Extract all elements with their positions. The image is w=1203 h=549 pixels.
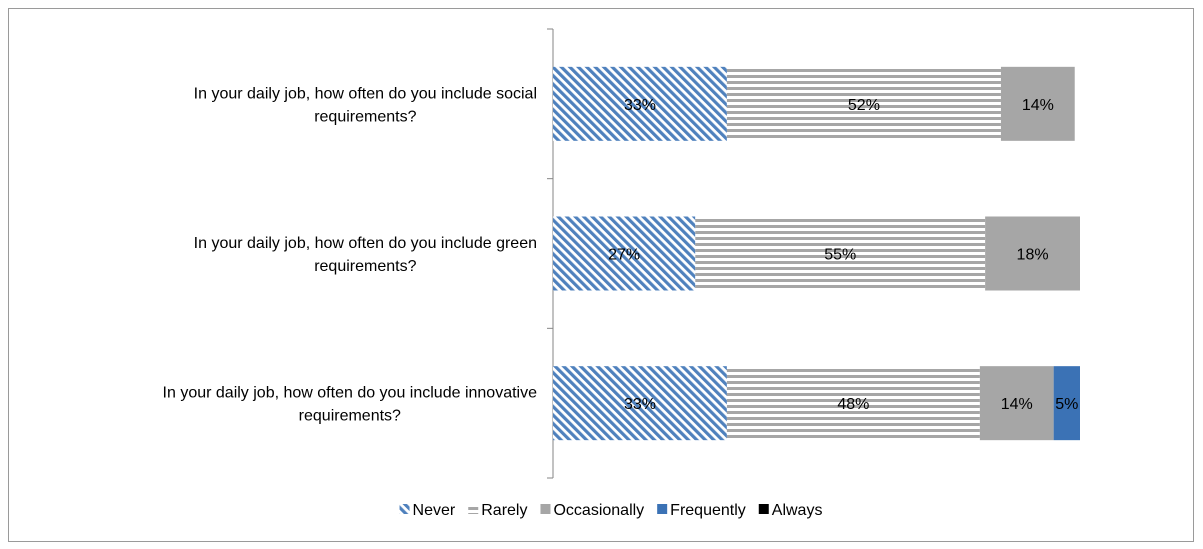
category-label-line: In your daily job, how often do you incl… [194, 85, 537, 102]
bar-segment-never [553, 366, 727, 441]
data-label: 27% [608, 247, 640, 264]
data-label: 33% [624, 396, 656, 413]
data-label: 52% [848, 97, 880, 114]
bar-segment-never [553, 216, 696, 291]
chart-frame: 33% 52% 14% 27% 55% 18% 33% 48% 14% 5% In your da… [8, 8, 1194, 542]
legend-label: Occasionally [553, 502, 644, 519]
data-label: 14% [1001, 396, 1033, 413]
legend-item-rarely: Rarely [468, 502, 527, 519]
data-label: 33% [624, 97, 656, 114]
legend-swatch [540, 504, 551, 514]
bar-segment-rarely [726, 366, 980, 441]
axis-layer [547, 28, 554, 479]
category-label-line: In your daily job, how often do you incl… [194, 235, 537, 252]
categories-layer: In your daily job, how often do you incl… [163, 85, 538, 424]
legend-label: Rarely [481, 502, 527, 519]
data-label: 14% [1022, 97, 1054, 114]
legend-swatch [657, 504, 668, 514]
stacked-bar-chart: 33% 52% 14% 27% 55% 18% 33% 48% 14% 5% In your da… [163, 28, 1080, 519]
legend-swatch [758, 504, 769, 514]
legend-item-always: Always [758, 502, 823, 519]
legend-item-never: Never [399, 502, 456, 519]
labels-layer: 33% 52% 14% 27% 55% 18% 33% 48% 14% 5% [608, 97, 1078, 413]
bar-segment-occasionally [979, 366, 1054, 441]
category-label-line: requirements? [314, 108, 416, 125]
data-label: 48% [837, 396, 869, 413]
category-label-line: In your daily job, how often do you incl… [163, 385, 538, 402]
bar-segment-rarely [726, 66, 1001, 141]
category-label: In your daily job, how often do you incl… [194, 235, 537, 275]
category-label: In your daily job, how often do you incl… [163, 385, 538, 425]
legend-item-occasionally: Occasionally [540, 502, 644, 519]
bar-segment-frequently [1053, 366, 1080, 441]
legend-swatch [468, 504, 479, 514]
legend-label: Always [772, 502, 823, 519]
data-label: 18% [1017, 247, 1049, 264]
data-label: 5% [1055, 396, 1078, 413]
data-label: 55% [824, 247, 856, 264]
bar-segment-never [553, 66, 727, 141]
category-label-line: requirements? [299, 408, 401, 425]
bar-segment-occasionally [985, 216, 1080, 291]
bars-layer [553, 66, 1080, 441]
legend-label: Frequently [670, 502, 746, 519]
category-label: In your daily job, how often do you incl… [194, 85, 537, 125]
legend-item-frequently: Frequently [657, 502, 746, 519]
bar-segment-occasionally [1000, 66, 1075, 141]
legend-swatch [399, 504, 410, 514]
category-label-line: requirements? [314, 258, 416, 275]
legend-label: Never [413, 502, 456, 519]
bar-segment-rarely [695, 216, 986, 291]
legend: Never Rarely Occasionally Frequently Always [399, 502, 823, 519]
